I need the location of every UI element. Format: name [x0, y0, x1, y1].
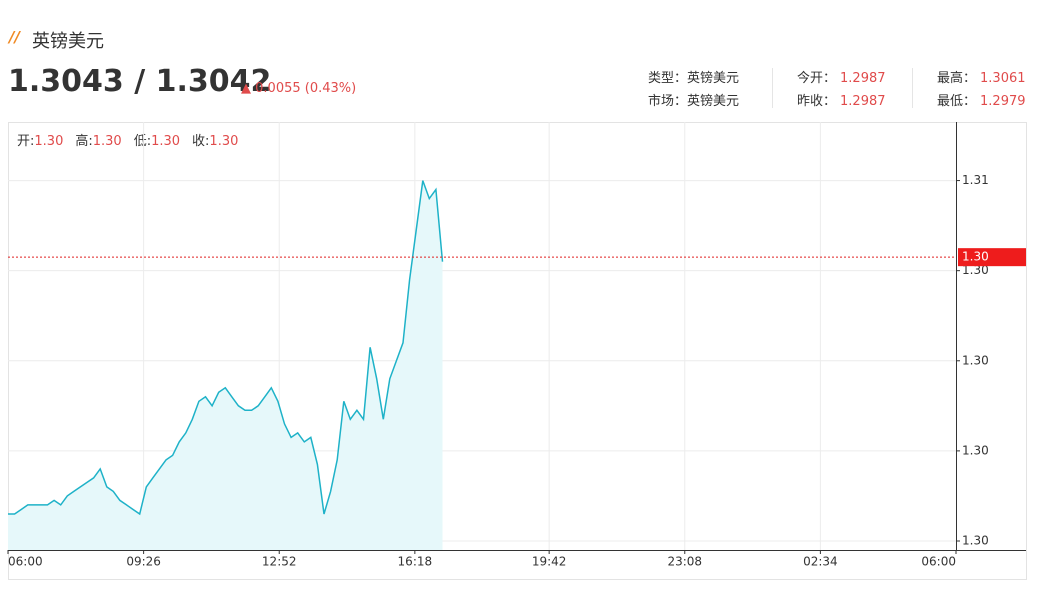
plot-frame	[8, 122, 1027, 580]
y-tick-label: 1.30	[962, 263, 989, 277]
divider	[912, 68, 913, 108]
ohlc: 开:1.30 高:1.30 低:1.30 收:1.30	[17, 130, 250, 149]
info-item: 市场：英镑美元	[648, 90, 739, 109]
x-tick-label: 06:00	[921, 555, 956, 569]
y-tick-label: 1.30	[962, 533, 989, 547]
info-value: 1.2987	[840, 71, 886, 86]
info-item: 类型：英镑美元	[648, 67, 739, 86]
up-arrow: ▲	[241, 81, 251, 96]
info-label: 最高：	[937, 71, 977, 86]
x-tick-label: 16:18	[398, 555, 433, 569]
info-value: 英镑美元	[687, 71, 740, 86]
divider	[772, 68, 773, 108]
line	[8, 180, 444, 516]
info-item: 最高： 1.3061	[937, 67, 1026, 86]
x-tick-label: 12:52	[262, 555, 297, 569]
ohlc-value: 1.30	[209, 134, 239, 149]
info-label: 今开：	[797, 71, 837, 86]
title-icon: //	[9, 28, 20, 46]
ohlc-label: 高:	[75, 134, 93, 149]
info-label: 市场：	[648, 94, 688, 109]
ohlc-value: 1.30	[92, 134, 122, 149]
x-tick-label: 02:34	[803, 555, 838, 569]
info-label: 最低：	[937, 94, 977, 109]
info-item: 今开： 1.2987	[797, 67, 886, 86]
x-tick-label: 09:26	[126, 555, 161, 569]
current-price-box	[958, 248, 1026, 267]
info-value: 英镑美元	[687, 94, 740, 109]
change-value: 0.0055 (0.43%)	[255, 81, 357, 96]
ohlc-label: 开:	[17, 134, 35, 149]
info-value: 1.2987	[840, 94, 886, 109]
x-tick-label: 19:42	[532, 555, 567, 569]
ohlc-label: 低:	[133, 134, 152, 149]
area	[8, 180, 443, 550]
ohlc-label: 收:	[192, 134, 210, 149]
info-item: 最低： 1.2979	[937, 90, 1026, 109]
info-value: 1.3061	[980, 71, 1026, 86]
title: 英镑美元	[32, 31, 104, 52]
x-tick-label: 23:08	[667, 555, 702, 569]
change: ▲ 0.0055 (0.43%)	[241, 81, 356, 96]
y-tick-label: 1.30	[962, 443, 989, 457]
info-value: 1.2979	[980, 94, 1026, 109]
price: 1.3043 / 1.3042	[8, 64, 272, 99]
info-item: 昨收： 1.2987	[797, 90, 886, 109]
ohlc-value: 1.30	[151, 134, 181, 149]
info-label: 昨收：	[797, 94, 837, 109]
ohlc-value: 1.30	[34, 134, 64, 149]
current-price-label: 1.30	[962, 250, 989, 264]
y-tick-label: 1.30	[962, 353, 989, 367]
y-tick-label: 1.31	[962, 173, 989, 187]
x-tick-label: 06:00	[8, 555, 43, 569]
info-label: 类型：	[648, 71, 688, 86]
